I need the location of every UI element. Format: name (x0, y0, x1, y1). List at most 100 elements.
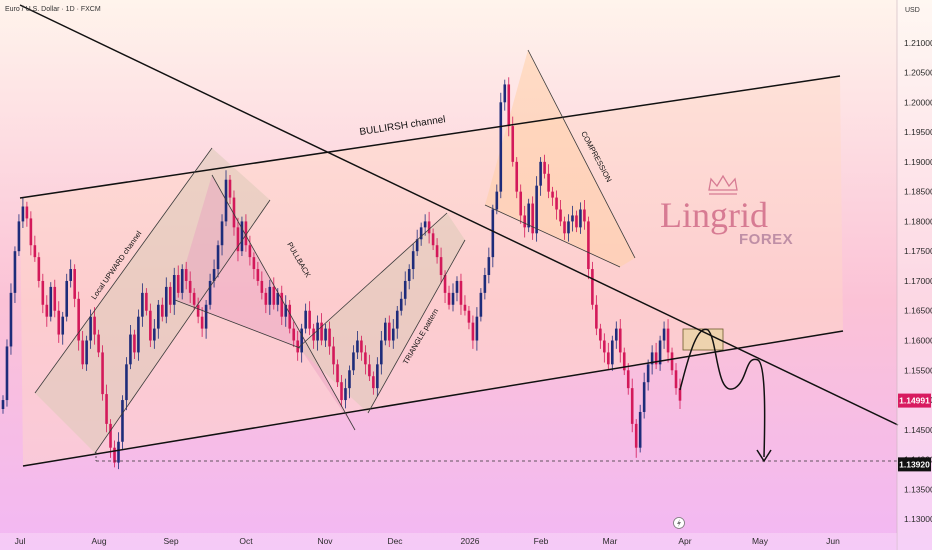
y-tick-label: 1.19500 (904, 127, 932, 137)
price-labels: 1.14991 1.13920 (898, 393, 931, 472)
candle (403, 271, 407, 306)
y-tick-label: 1.14500 (904, 425, 932, 435)
candle (611, 335, 614, 371)
candle (300, 323, 303, 363)
x-tick-label: Aug (91, 536, 106, 546)
candle (380, 330, 383, 375)
y-tick-label: 1.13000 (904, 514, 932, 524)
price-label-box (898, 393, 931, 408)
y-tick-label: 1.13500 (904, 484, 932, 494)
time-axis-panel (0, 533, 897, 550)
y-tick-label: 1.21000 (904, 38, 932, 48)
candle (93, 307, 96, 345)
candle (17, 214, 21, 256)
upward-channel-left-line (34, 147, 213, 394)
logo-brand-text: Lingrid (660, 195, 768, 235)
compression-fill (485, 50, 635, 267)
candle (491, 204, 495, 268)
candle (57, 301, 61, 343)
y-tick-label: 1.17500 (904, 246, 932, 256)
candle (240, 216, 244, 256)
candle (579, 202, 582, 234)
candle (678, 378, 682, 409)
candle (435, 238, 439, 264)
candle (168, 282, 172, 314)
candle (264, 288, 268, 314)
triangle-left-line (297, 212, 448, 349)
candle (439, 247, 443, 284)
price-label-box (898, 457, 931, 472)
candle (188, 271, 192, 303)
candles-layer (1, 77, 682, 470)
candle (622, 347, 626, 376)
candle (591, 261, 594, 310)
candle (244, 214, 248, 252)
candle (228, 174, 232, 205)
candle (638, 404, 642, 453)
candle (284, 295, 288, 327)
candle (463, 295, 467, 316)
triangle-fill (298, 213, 465, 413)
candle (268, 279, 272, 315)
candle (475, 307, 479, 351)
candle (340, 375, 343, 407)
candle (288, 300, 292, 334)
candle (595, 295, 598, 336)
candle (360, 335, 363, 361)
candle (630, 378, 634, 433)
candle (65, 273, 69, 322)
candle (180, 264, 184, 300)
candle (368, 354, 371, 381)
candle (272, 277, 276, 310)
candle (212, 259, 216, 288)
candle (81, 330, 84, 370)
y-tick-label: 1.19000 (904, 157, 932, 167)
candle (53, 279, 57, 318)
candle (575, 210, 578, 233)
candle (248, 235, 252, 266)
candle (149, 303, 152, 348)
candle (356, 330, 359, 359)
x-tick-label: Nov (317, 536, 333, 546)
candle (399, 291, 403, 316)
candle (157, 300, 160, 339)
candle (252, 252, 256, 280)
y-tick-label: 1.20500 (904, 68, 932, 78)
candle (61, 311, 65, 345)
x-tick-label: Sep (163, 536, 178, 546)
candle (21, 196, 25, 228)
candle (184, 261, 188, 290)
candle (384, 317, 387, 346)
candle (571, 205, 574, 232)
candle (232, 190, 236, 236)
candle (344, 378, 347, 409)
price-label-text: 1.14991 (899, 396, 930, 406)
major-downtrend-line (19, 4, 899, 426)
lingrid-logo: Lingrid FOREX (660, 174, 793, 248)
y-tick-label: 1.16000 (904, 336, 932, 346)
projection-arrow-head (756, 449, 772, 463)
candle (427, 211, 431, 244)
candle (37, 252, 41, 288)
candle (666, 319, 670, 363)
candle (567, 214, 570, 242)
candle (646, 359, 650, 391)
candle (415, 229, 419, 256)
event-lightning-icon[interactable] (673, 517, 685, 529)
candle (642, 372, 646, 419)
candle (527, 198, 530, 233)
x-tick-label: Dec (387, 536, 403, 546)
candle (308, 301, 311, 336)
candle (200, 307, 204, 337)
candle (29, 211, 33, 256)
x-tick-label: Jul (15, 536, 26, 546)
candle (507, 77, 511, 137)
candle (395, 305, 399, 339)
candle (256, 261, 260, 286)
y-tick-label: 1.16500 (904, 306, 932, 316)
candle (1, 395, 5, 414)
candle (192, 288, 196, 310)
candle (372, 371, 375, 395)
candle (614, 321, 618, 349)
